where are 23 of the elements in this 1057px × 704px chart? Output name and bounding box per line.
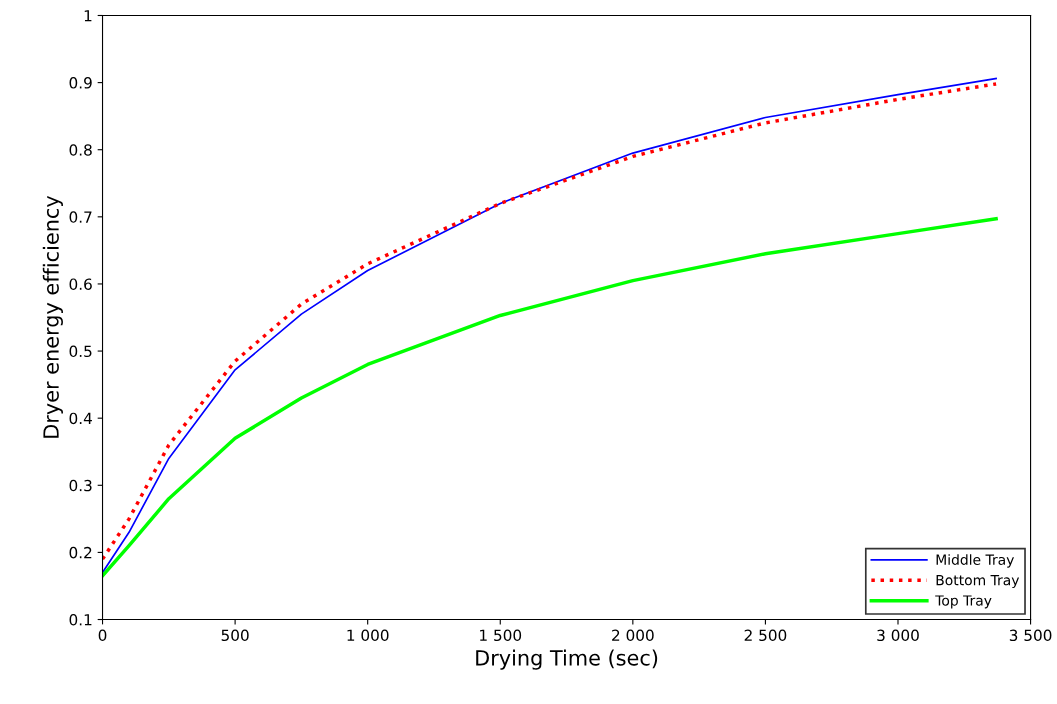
legend-label: Bottom Tray	[936, 575, 1020, 589]
x-tick-label: 2 000	[612, 629, 654, 642]
x-tick-label: 3 000	[877, 629, 919, 642]
x-tick-label: 3 500	[1009, 629, 1052, 642]
y-tick-label: 0.8	[69, 144, 92, 156]
x-tick-label: 0	[98, 629, 107, 642]
y-tick-label: 0.2	[69, 546, 92, 559]
x-axis-title: Drying Time (sec)	[476, 649, 658, 670]
y-tick-label: 0.1	[69, 613, 92, 626]
y-tick-label: 0.3	[69, 479, 92, 492]
y-tick-label: 0.9	[69, 77, 92, 89]
x-tick-label: 1 500	[480, 629, 522, 642]
y-axis-title: Dryer energy efficiency	[42, 195, 63, 438]
x-tick-label: 2 500	[744, 629, 787, 642]
y-tick-label: 1	[84, 10, 92, 22]
legend-label: Top Tray	[935, 595, 992, 609]
x-tick-label: 500	[221, 629, 249, 642]
y-tick-label: 0.6	[69, 278, 92, 290]
x-tick-label: 1 000	[347, 629, 389, 642]
y-tick-label: 0.7	[69, 211, 92, 223]
y-tick-label: 0.4	[69, 412, 92, 425]
y-tick-label: 0.5	[69, 345, 92, 358]
legend-label: Middle Tray	[936, 554, 1014, 568]
